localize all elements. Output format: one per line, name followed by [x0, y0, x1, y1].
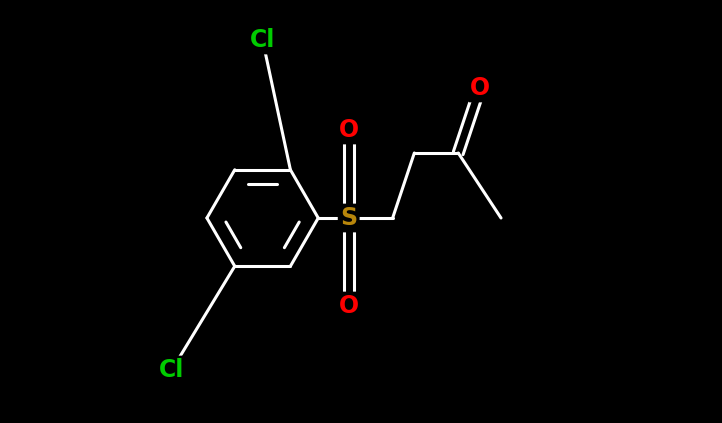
- Text: O: O: [339, 294, 359, 318]
- Text: O: O: [339, 118, 359, 142]
- Text: S: S: [340, 206, 357, 230]
- Text: Cl: Cl: [159, 358, 184, 382]
- Text: Cl: Cl: [250, 28, 275, 52]
- Text: O: O: [470, 76, 490, 100]
